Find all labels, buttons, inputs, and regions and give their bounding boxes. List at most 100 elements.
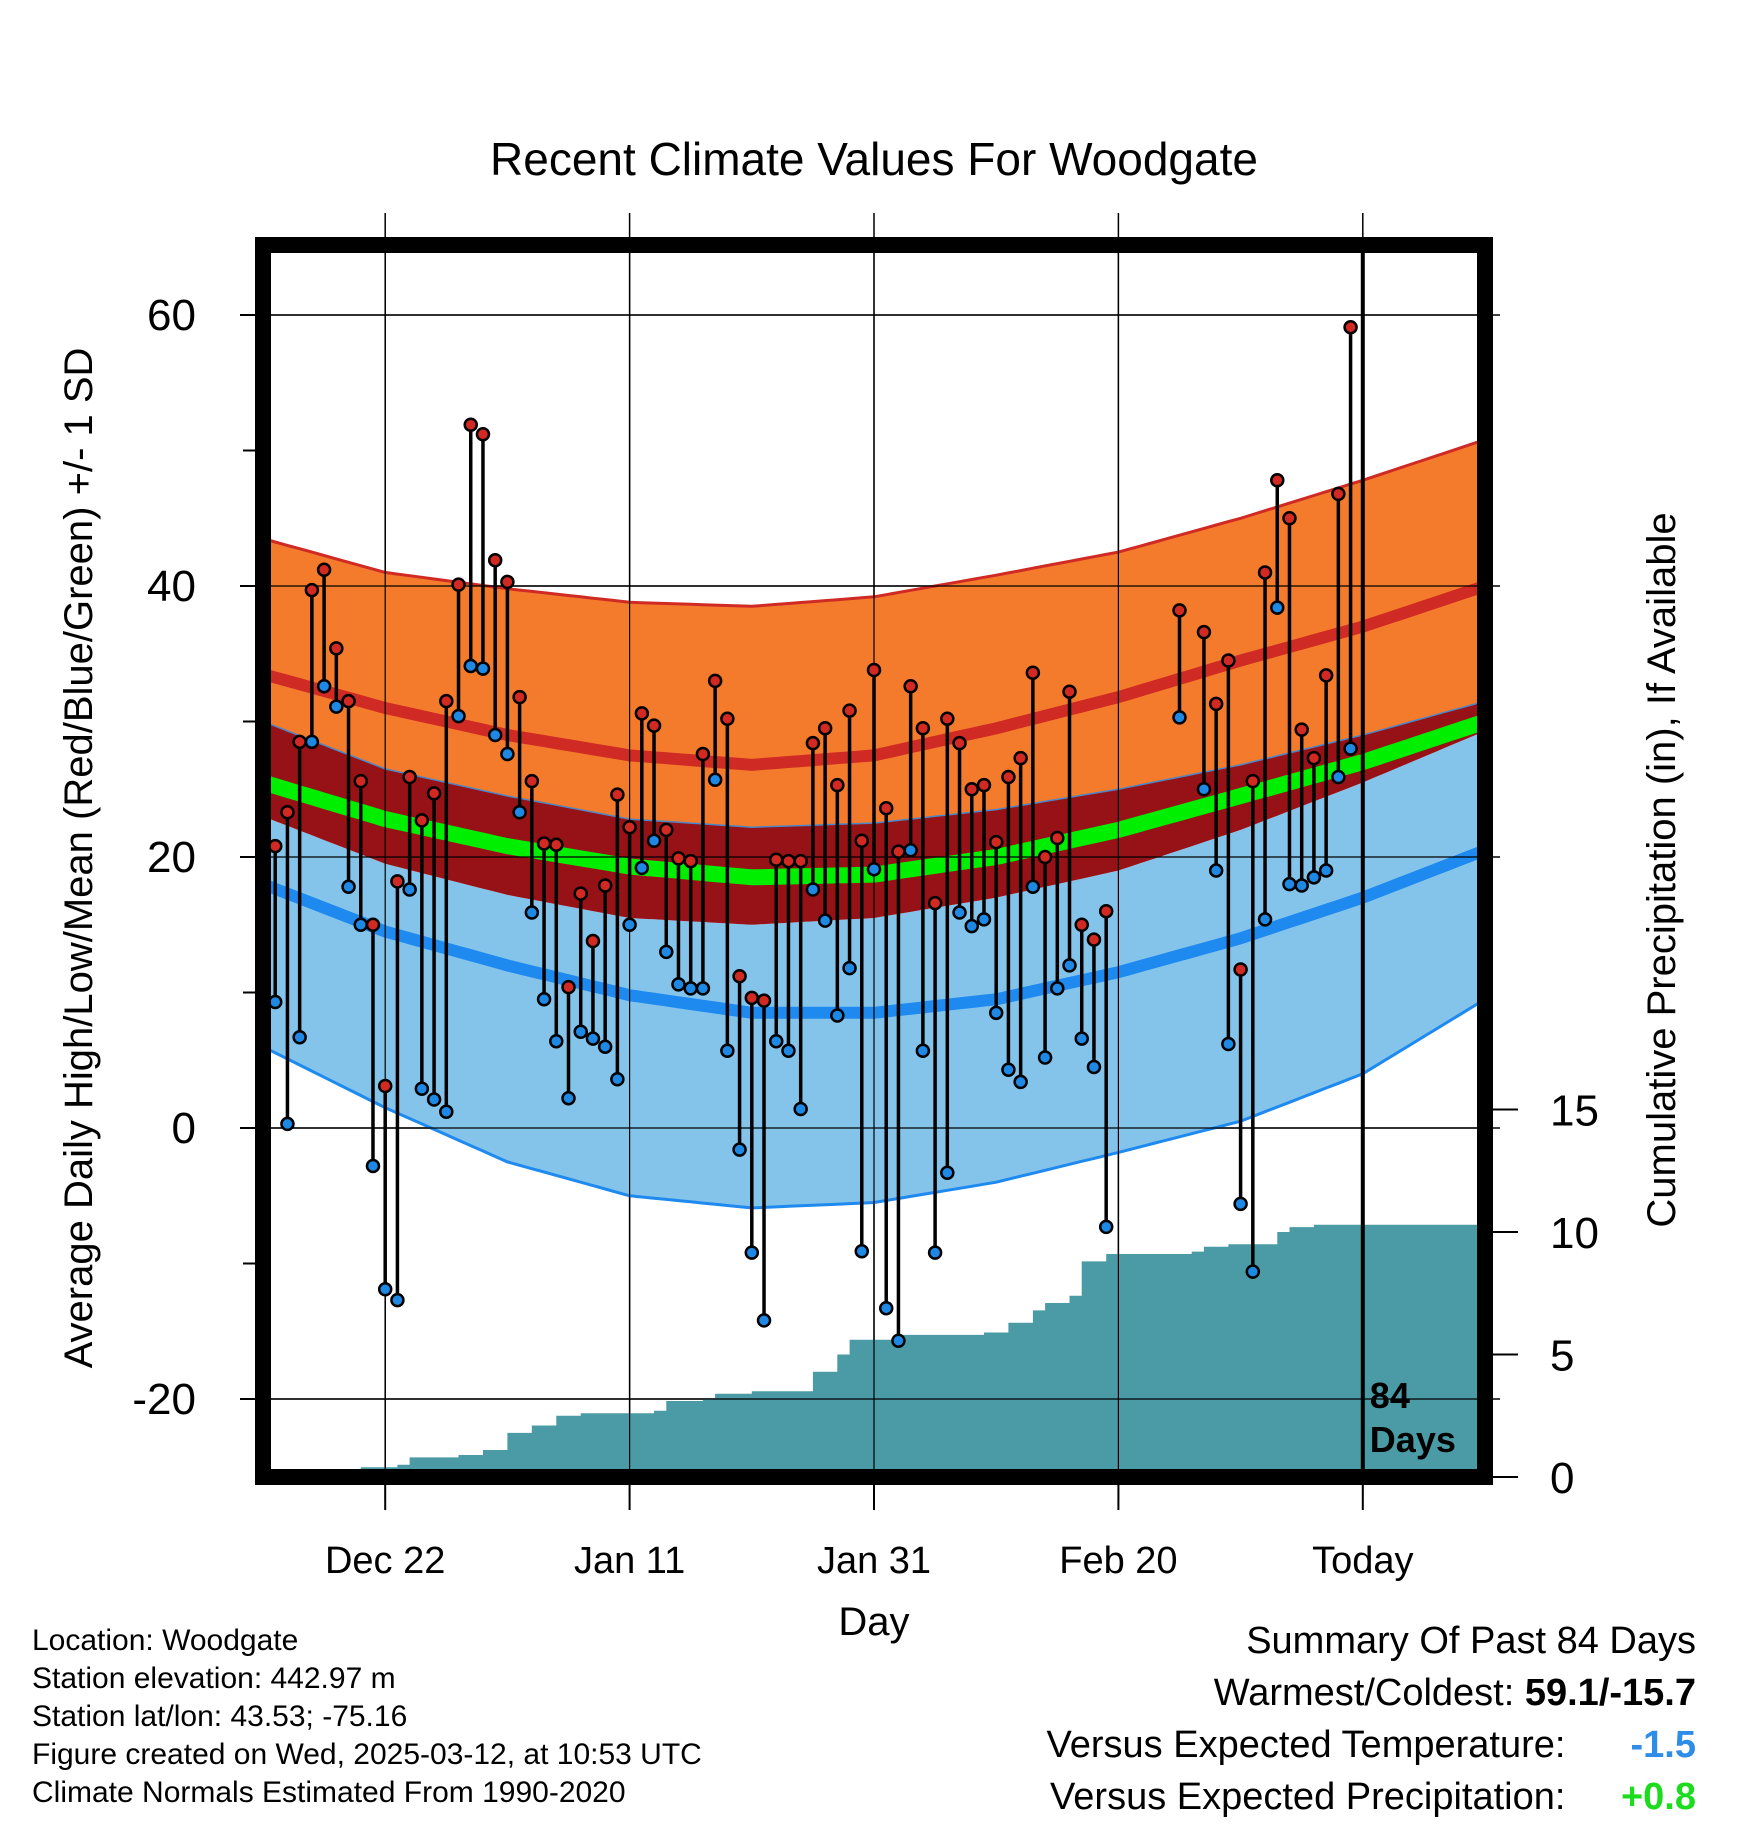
- daily-low-point: [377, 1281, 393, 1297]
- daily-low-point: [817, 913, 833, 928]
- x-tick-label: Today: [1312, 1540, 1413, 1582]
- daily-high-point: [329, 641, 344, 656]
- y-tick-label: 40: [147, 562, 196, 611]
- station-info: Location: Woodgate Station elevation: 44…: [32, 1622, 702, 1812]
- info-created: Figure created on Wed, 2025-03-12, at 10…: [32, 1738, 702, 1771]
- daily-low-point: [426, 1092, 442, 1107]
- x-tick-label: Feb 20: [1059, 1540, 1177, 1582]
- daily-low-point: [695, 981, 711, 996]
- daily-high-point: [304, 582, 320, 598]
- daily-low-point: [304, 734, 320, 750]
- daily-high-point: [1074, 917, 1089, 932]
- y-tick-label: 20: [147, 833, 196, 882]
- daily-high-point: [1208, 696, 1224, 712]
- daily-low-point: [561, 1090, 576, 1106]
- daily-high-point: [1282, 511, 1297, 526]
- daily-high-point: [781, 853, 796, 869]
- daily-low-point: [463, 658, 478, 674]
- daily-low-point: [1074, 1031, 1089, 1046]
- summary-precip-label: Versus Expected Precipitation:: [1050, 1776, 1566, 1818]
- daily-high-point: [671, 851, 686, 866]
- daily-low-point: [1294, 878, 1309, 893]
- daily-low-point: [646, 833, 662, 848]
- daily-high-point: [487, 553, 503, 568]
- daily-high-point: [634, 706, 650, 721]
- daily-high-point: [793, 853, 808, 869]
- daily-low-point: [1098, 1219, 1114, 1235]
- daily-low-point: [1245, 1264, 1261, 1279]
- daily-low-point: [866, 861, 882, 877]
- daily-high-point: [463, 417, 478, 433]
- info-normals: Climate Normals Estimated From 1990-2020: [32, 1776, 626, 1809]
- daily-high-point: [439, 693, 454, 709]
- daily-low-point: [854, 1244, 870, 1259]
- daily-high-point: [646, 718, 662, 733]
- daily-high-point: [952, 735, 967, 751]
- daily-low-point: [1233, 1196, 1248, 1212]
- summary-heading: Summary Of Past 84 Days: [1246, 1620, 1696, 1662]
- daily-high-point: [1331, 486, 1346, 502]
- summary-panel: Summary Of Past 84 Days Warmest/Coldest:…: [1047, 1620, 1696, 1828]
- daily-high-point: [341, 693, 356, 709]
- daily-low-point: [1331, 769, 1346, 785]
- daily-low-point: [707, 772, 723, 788]
- y-tick-label: -20: [132, 1375, 196, 1424]
- daily-low-point: [353, 917, 369, 932]
- daily-high-point: [597, 878, 613, 893]
- info-elevation: Station elevation: 442.97 m: [32, 1662, 396, 1695]
- daily-low-point: [1086, 1059, 1102, 1075]
- info-location: Location: Woodgate: [32, 1624, 299, 1657]
- daily-low-point: [1172, 710, 1187, 725]
- daily-high-point: [659, 822, 674, 838]
- daily-high-point: [1001, 769, 1016, 785]
- daily-low-point: [988, 1005, 1004, 1021]
- daily-low-point: [940, 1165, 955, 1180]
- daily-high-point: [622, 819, 637, 835]
- axis-ticks: Dec 22 Jan 11 Jan 31 Feb 20 Today -20 0 20 40 60 0…: [132, 291, 1599, 1582]
- y-tick-label: 60: [147, 291, 196, 340]
- y-axis-label: Average Daily High/Low/Mean (Red/Blue/Gr…: [57, 348, 101, 1369]
- daily-low-point: [768, 1034, 784, 1049]
- daily-high-point: [353, 773, 369, 789]
- daily-high-point: [707, 673, 723, 689]
- daily-low-point: [610, 1071, 625, 1087]
- daily-high-point: [756, 993, 772, 1008]
- daily-low-point: [634, 860, 650, 876]
- daily-high-point: [891, 844, 906, 859]
- daily-high-point: [817, 721, 833, 736]
- daily-low-point: [903, 842, 918, 858]
- today-days-label: Days: [1370, 1419, 1456, 1460]
- daily-high-point: [1098, 903, 1114, 919]
- daily-low-point: [1270, 600, 1285, 615]
- daily-high-point: [720, 711, 735, 727]
- daily-high-point: [549, 837, 564, 853]
- daily-high-point: [903, 679, 918, 694]
- daily-high-point: [1050, 830, 1065, 846]
- daily-low-point: [927, 1245, 943, 1260]
- daily-high-point: [732, 968, 747, 984]
- daily-high-point: [866, 662, 882, 678]
- daily-low-point: [744, 1245, 760, 1260]
- daily-low-point: [549, 1034, 564, 1049]
- daily-low-point: [964, 918, 980, 934]
- daily-high-point: [390, 874, 405, 889]
- daily-low-point: [316, 679, 332, 694]
- y2-tick-label: 0: [1550, 1454, 1574, 1503]
- daily-low-point: [952, 905, 967, 920]
- daily-high-point: [1270, 473, 1285, 488]
- daily-high-point: [365, 917, 381, 932]
- chart-title: Recent Climate Values For Woodgate: [490, 133, 1258, 185]
- y2-axis-label: Cumulative Precipitation (in), If Availa…: [1640, 512, 1684, 1227]
- daily-low-point: [390, 1292, 405, 1308]
- daily-high-point: [512, 689, 527, 705]
- x-axis-label: Day: [838, 1600, 909, 1644]
- daily-high-point: [426, 786, 442, 801]
- daily-high-point: [1318, 668, 1334, 683]
- x-tick-label: Jan 11: [574, 1540, 685, 1582]
- daily-high-point: [1013, 750, 1028, 766]
- daily-high-point: [292, 734, 307, 750]
- summary-precip: Versus Expected Precipitation: +0.8: [1047, 1776, 1696, 1828]
- daily-high-point: [940, 711, 955, 727]
- daily-high-point: [377, 1078, 393, 1094]
- daily-low-point: [976, 912, 992, 927]
